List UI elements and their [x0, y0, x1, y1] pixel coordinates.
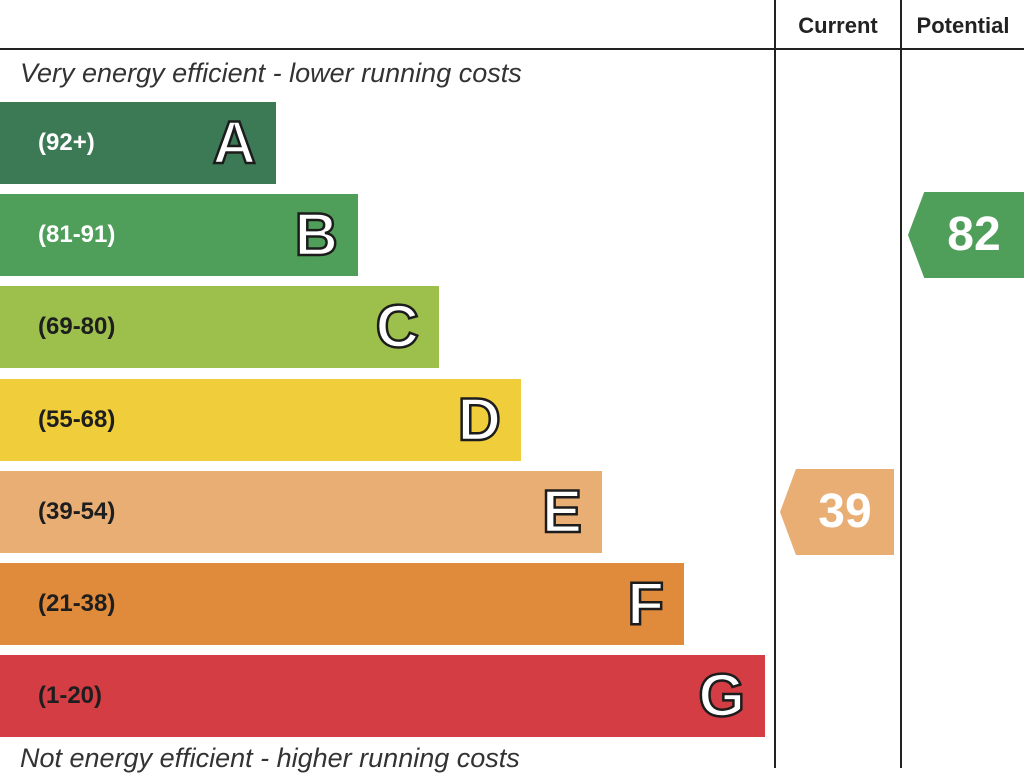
band-letter: A — [211, 108, 257, 178]
potential-column-left-border — [900, 0, 902, 768]
band-letter: D — [456, 385, 502, 455]
band-range-label: (1-20) — [38, 682, 103, 709]
header-divider — [0, 48, 1024, 50]
band-d: (55-68) D — [0, 379, 521, 461]
potential-rating-value: 82 — [947, 208, 1001, 261]
band-letter: G — [697, 661, 746, 731]
band-b: (81-91) B — [0, 194, 358, 276]
band-c: (69-80) C — [0, 286, 439, 368]
band-range-label: (92+) — [38, 129, 95, 156]
band-e: (39-54) E — [0, 471, 602, 553]
band-g: (1-20) G — [0, 655, 765, 737]
band-letter: B — [293, 200, 339, 270]
current-column-left-border — [774, 0, 776, 768]
current-rating-arrow: 39 — [780, 469, 894, 555]
top-caption: Very energy efficient - lower running co… — [20, 58, 522, 88]
potential-column-header: Potential — [916, 13, 1010, 38]
band-range-label: (81-91) — [38, 221, 116, 248]
band-f: (21-38) F — [0, 563, 684, 645]
band-letter: E — [541, 477, 584, 547]
band-range-label: (39-54) — [38, 498, 116, 525]
band-range-label: (69-80) — [38, 313, 116, 340]
bottom-caption: Not energy efficient - higher running co… — [20, 743, 520, 773]
band-range-label: (55-68) — [38, 406, 116, 433]
band-letter: F — [626, 569, 665, 639]
band-range-label: (21-38) — [38, 590, 116, 617]
current-rating-value: 39 — [818, 485, 872, 538]
potential-rating-arrow: 82 — [908, 192, 1024, 278]
band-a: (92+) A — [0, 102, 276, 184]
band-letter: C — [374, 292, 420, 362]
current-column-header: Current — [798, 13, 878, 38]
